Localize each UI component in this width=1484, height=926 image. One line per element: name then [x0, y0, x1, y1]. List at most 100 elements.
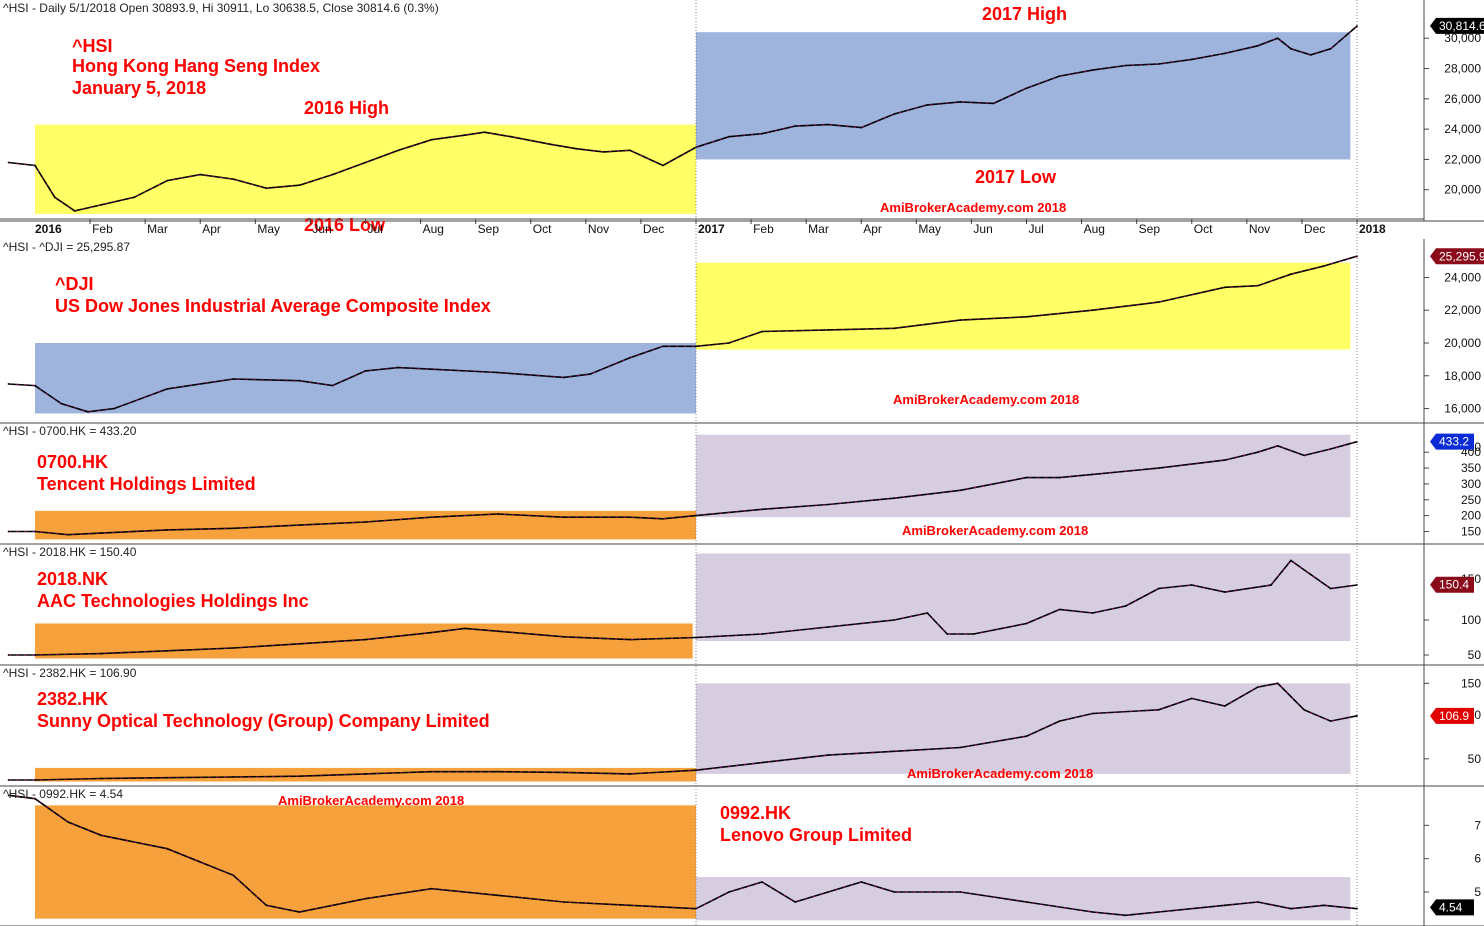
- y-tick-label: 6: [1474, 852, 1481, 866]
- data-point: [1025, 622, 1028, 625]
- data-point: [34, 384, 36, 387]
- data-point: [959, 319, 962, 321]
- data-point: [298, 911, 301, 913]
- data-point: [959, 100, 962, 103]
- last-value-tag: 4.54: [1430, 899, 1474, 916]
- data-point: [1256, 451, 1259, 454]
- data-point: [926, 612, 929, 614]
- data-point: [1157, 63, 1160, 65]
- y-tick-label: 100: [1461, 613, 1481, 627]
- y-tick-label: 26,000: [1444, 92, 1481, 106]
- data-point: [34, 797, 36, 800]
- data-point: [1256, 284, 1259, 287]
- data-point: [34, 779, 36, 781]
- y-tick-label: 20,000: [1444, 336, 1481, 350]
- data-point: [629, 638, 631, 641]
- data-point: [695, 345, 697, 348]
- data-point: [397, 366, 400, 369]
- range-box-blue: [696, 32, 1351, 160]
- last-value-tag: 30,814.6: [1430, 17, 1484, 34]
- data-point: [430, 516, 433, 519]
- data-point: [1223, 286, 1226, 289]
- data-point: [7, 794, 10, 797]
- data-point: [893, 750, 896, 753]
- last-value-tag: 433.2: [1430, 433, 1474, 450]
- pane-dji: 16,000 18,000 20,000 22,000 24,000 25,295.9 ^H…: [0, 239, 1484, 424]
- data-point: [946, 633, 949, 635]
- data-point: [761, 132, 763, 135]
- data-point: [1329, 448, 1332, 450]
- data-point: [7, 530, 10, 533]
- y-tick-label: 22,000: [1444, 152, 1481, 166]
- x-tick-label-month: Jun: [973, 222, 992, 236]
- data-point: [298, 379, 301, 382]
- data-point: [1276, 682, 1279, 685]
- data-point: [1276, 37, 1279, 40]
- data-point: [761, 633, 763, 635]
- y-tick-label: 200: [1461, 509, 1481, 523]
- data-point: [1290, 47, 1292, 50]
- data-point: [7, 779, 10, 781]
- annotation-line: 0992.HK: [720, 803, 791, 823]
- range-box-lavender: [696, 683, 1351, 774]
- watermark: AmiBrokerAcademy.com 2018: [893, 392, 1079, 407]
- data-point: [827, 891, 830, 893]
- label-2017-high: 2017 High: [982, 4, 1067, 24]
- y-tick-label: 250: [1461, 493, 1481, 507]
- data-point: [7, 383, 10, 385]
- annotation-line: ^HSI: [72, 36, 113, 56]
- y-tick-label: 24,000: [1444, 270, 1481, 284]
- annotation-line: Lenovo Group Limited: [720, 825, 912, 845]
- data-point: [695, 769, 697, 772]
- data-point: [430, 138, 433, 141]
- data-point: [496, 630, 499, 633]
- data-point: [100, 532, 102, 534]
- data-point: [232, 776, 235, 778]
- data-point: [331, 173, 334, 176]
- pane-header: ^HSI - 0992.HK = 4.54: [3, 787, 123, 801]
- pane-header: ^HSI - Daily 5/1/2018 Open 30893.9, Hi 3…: [3, 1, 439, 15]
- data-point: [100, 652, 102, 655]
- data-point: [761, 761, 763, 764]
- range-box-lavender: [696, 553, 1351, 641]
- data-point: [629, 773, 631, 775]
- data-point: [662, 164, 664, 167]
- data-point: [1091, 911, 1094, 913]
- range-box-orange: [35, 510, 696, 540]
- data-point: [166, 649, 169, 652]
- data-point: [1058, 608, 1061, 611]
- last-value-text: 150.4: [1439, 578, 1469, 592]
- data-point: [1157, 587, 1160, 590]
- x-tick-label-month: Oct: [1194, 222, 1213, 236]
- range-box-yellow: [696, 262, 1351, 350]
- data-point: [1190, 58, 1193, 61]
- data-point: [1356, 714, 1358, 717]
- data-point: [331, 384, 334, 387]
- data-point: [1091, 473, 1094, 476]
- y-tick-label: 5: [1474, 885, 1481, 899]
- last-value-tag: 150.4: [1430, 576, 1474, 593]
- x-tick-label-month: Mar: [808, 222, 829, 236]
- x-tick-label-month: Sep: [478, 222, 500, 236]
- annotation-line: Sunny Optical Technology (Group) Company…: [37, 711, 490, 731]
- last-value-text: 433.2: [1439, 435, 1469, 449]
- data-point: [1157, 467, 1160, 469]
- data-point: [1290, 559, 1292, 562]
- x-tick-label-month: Apr: [202, 222, 221, 236]
- data-point: [728, 342, 730, 344]
- data-point: [794, 901, 797, 903]
- data-point: [496, 894, 499, 897]
- data-point: [827, 503, 830, 506]
- y-tick-label: 18,000: [1444, 369, 1481, 383]
- data-point: [364, 161, 367, 164]
- data-point: [662, 517, 664, 520]
- data-point: [761, 330, 763, 333]
- data-point: [576, 147, 578, 150]
- y-tick-label: 300: [1461, 477, 1481, 491]
- data-point: [232, 647, 235, 649]
- data-point: [695, 907, 697, 910]
- data-point: [1025, 87, 1028, 90]
- data-point: [1309, 573, 1312, 576]
- data-point: [34, 530, 36, 533]
